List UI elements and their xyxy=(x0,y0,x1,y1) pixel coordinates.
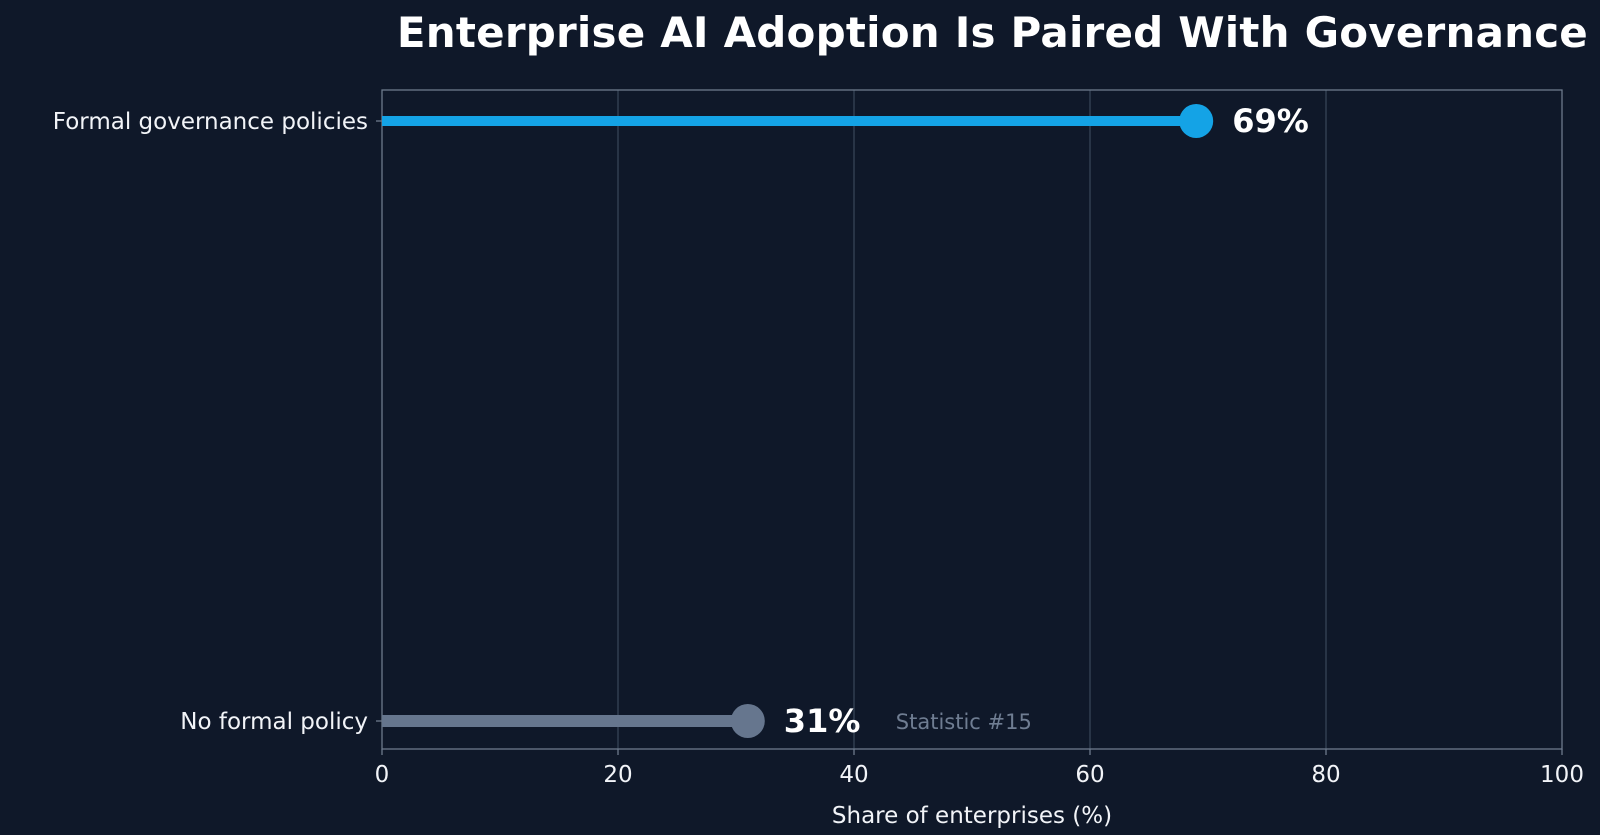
chart-title: Enterprise AI Adoption Is Paired With Go… xyxy=(396,8,1588,57)
x-axis: 0 20 40 60 80 100 xyxy=(375,749,1584,788)
category-label: Formal governance policies xyxy=(53,109,368,135)
x-tick-label: 20 xyxy=(603,762,632,788)
value-label: 69% xyxy=(1232,102,1309,140)
y-axis: Formal governance policies No formal poli… xyxy=(53,109,382,735)
x-tick-label: 0 xyxy=(375,762,390,788)
plot-frame xyxy=(381,89,1563,750)
category-label: No formal policy xyxy=(180,709,368,735)
x-axis-label: Share of enterprises (%) xyxy=(832,803,1112,829)
statistic-note: Statistic #15 xyxy=(896,710,1032,734)
lollipop-dot xyxy=(1179,104,1214,138)
x-tick-label: 60 xyxy=(1075,762,1104,788)
lollipop-dot xyxy=(730,704,765,738)
x-tick-label: 40 xyxy=(839,762,868,788)
chart-marks: 69% 31% Statistic #15 xyxy=(382,102,1309,740)
plot-border xyxy=(381,89,1563,750)
value-label: 31% xyxy=(784,702,861,740)
x-tick-label: 100 xyxy=(1540,762,1584,788)
x-tick-label: 80 xyxy=(1311,762,1340,788)
grid-layer xyxy=(617,90,1327,749)
